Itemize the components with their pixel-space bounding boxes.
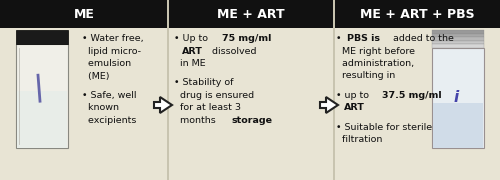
Text: drug is ensured: drug is ensured xyxy=(174,91,254,100)
Bar xyxy=(16,44,68,148)
Text: PBS is: PBS is xyxy=(347,34,380,43)
Text: emulsion: emulsion xyxy=(82,59,131,68)
Text: •: • xyxy=(336,34,344,43)
Text: months: months xyxy=(174,116,219,125)
Bar xyxy=(0,28,168,180)
Polygon shape xyxy=(320,97,338,113)
Bar xyxy=(168,0,334,28)
Text: 37.5 mg/ml: 37.5 mg/ml xyxy=(382,91,442,100)
Text: for at least 3: for at least 3 xyxy=(174,103,241,112)
Text: • up to: • up to xyxy=(336,91,372,100)
Bar xyxy=(0,0,168,28)
Text: 75 mg/ml: 75 mg/ml xyxy=(222,34,271,43)
Bar xyxy=(333,0,335,180)
Bar xyxy=(432,41,484,44)
Text: lipid micro-: lipid micro- xyxy=(82,46,141,55)
Text: ME: ME xyxy=(74,8,94,21)
Bar xyxy=(432,48,484,148)
Bar xyxy=(334,0,500,28)
Text: administration,: administration, xyxy=(336,59,414,68)
Text: • Up to: • Up to xyxy=(174,34,211,43)
Bar xyxy=(168,28,334,180)
Bar xyxy=(17,91,67,148)
Bar xyxy=(432,30,484,34)
Text: • Stability of: • Stability of xyxy=(174,78,234,87)
Text: resulting in: resulting in xyxy=(336,71,395,80)
Text: in ME: in ME xyxy=(174,59,206,68)
Text: ART: ART xyxy=(344,103,364,112)
Text: ME + ART + PBS: ME + ART + PBS xyxy=(360,8,474,21)
Bar xyxy=(432,37,484,41)
Text: filtration: filtration xyxy=(336,135,382,144)
Text: dissolved: dissolved xyxy=(208,46,256,55)
Bar xyxy=(334,28,500,180)
Text: i: i xyxy=(454,91,458,105)
Bar xyxy=(433,103,483,148)
Text: ART: ART xyxy=(182,46,203,55)
Text: (ME): (ME) xyxy=(82,71,110,80)
Bar xyxy=(16,30,68,44)
Text: • Safe, well: • Safe, well xyxy=(82,91,136,100)
Bar xyxy=(432,44,484,48)
Polygon shape xyxy=(154,97,172,113)
Text: known: known xyxy=(82,103,119,112)
Bar xyxy=(432,34,484,37)
Text: excipients: excipients xyxy=(82,116,136,125)
Text: • Suitable for sterile: • Suitable for sterile xyxy=(336,123,432,132)
Bar xyxy=(167,0,169,180)
Text: ME right before: ME right before xyxy=(336,46,415,55)
Text: storage: storage xyxy=(232,116,272,125)
Text: added to the: added to the xyxy=(390,34,454,43)
Text: • Water free,: • Water free, xyxy=(82,34,144,43)
Text: ME + ART: ME + ART xyxy=(217,8,285,21)
